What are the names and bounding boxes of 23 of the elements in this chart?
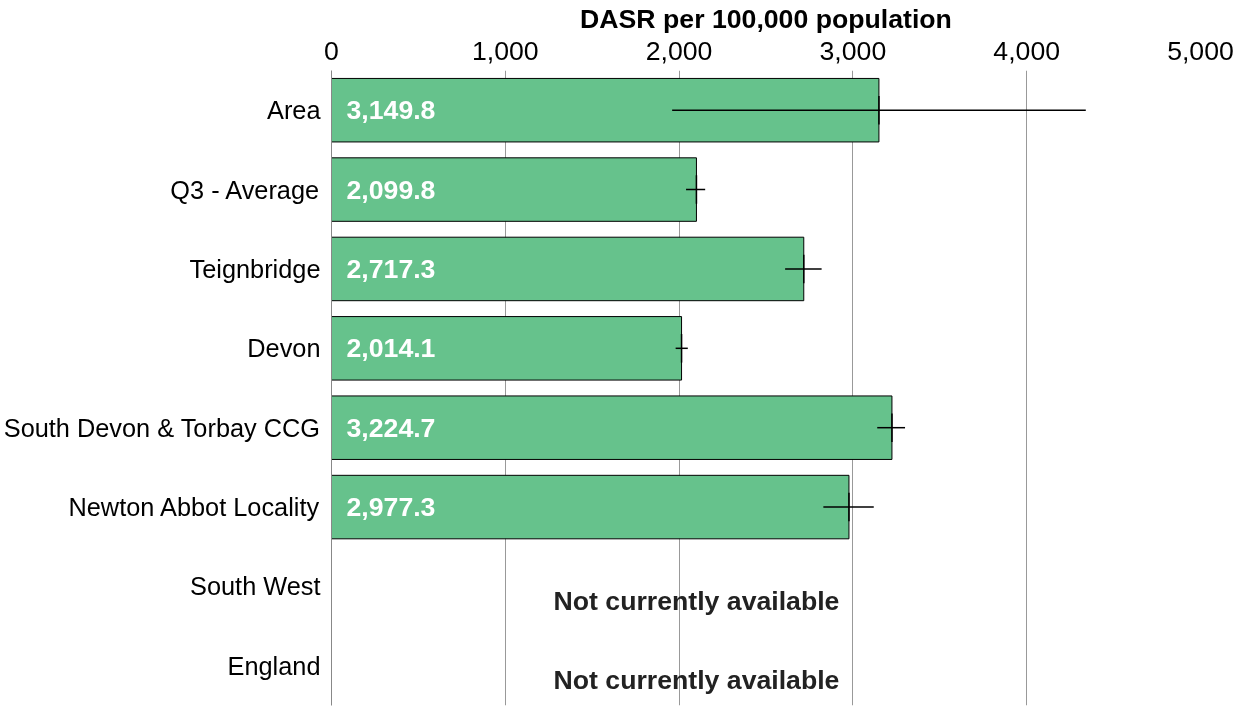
data-label: 3,149.8 (346, 95, 436, 126)
data-label: 2,099.8 (346, 174, 436, 205)
y-tick-label: England (227, 651, 321, 680)
data-label: 2,014.1 (346, 333, 436, 364)
y-tick-label: Teignbridge (189, 254, 321, 283)
y-tick-label: Q3 - Average (170, 175, 320, 204)
y-tick-label: South Devon & Torbay CCG (3, 413, 321, 442)
y-tick-label: Area (267, 96, 322, 125)
annotation: Not currently available (553, 585, 840, 616)
x-tick-label: 4,000 (993, 35, 1061, 66)
x-tick-label: 5,000 (1167, 35, 1234, 66)
x-tick-label: 0 (324, 35, 339, 66)
x-tick-label: 1,000 (471, 35, 539, 66)
annotation: Not currently available (553, 665, 840, 696)
x-axis-title: DASR per 100,000 population (580, 3, 952, 34)
data-label: 2,717.3 (346, 253, 436, 284)
data-label: 2,977.3 (346, 492, 436, 523)
x-tick-label: 2,000 (645, 35, 713, 66)
data-label: 3,224.7 (346, 412, 436, 443)
x-tick-label: 3,000 (819, 35, 887, 66)
y-tick-label: South West (190, 572, 321, 601)
y-tick-label: Devon (247, 334, 321, 363)
y-tick-label: Newton Abbot Locality (68, 493, 320, 522)
